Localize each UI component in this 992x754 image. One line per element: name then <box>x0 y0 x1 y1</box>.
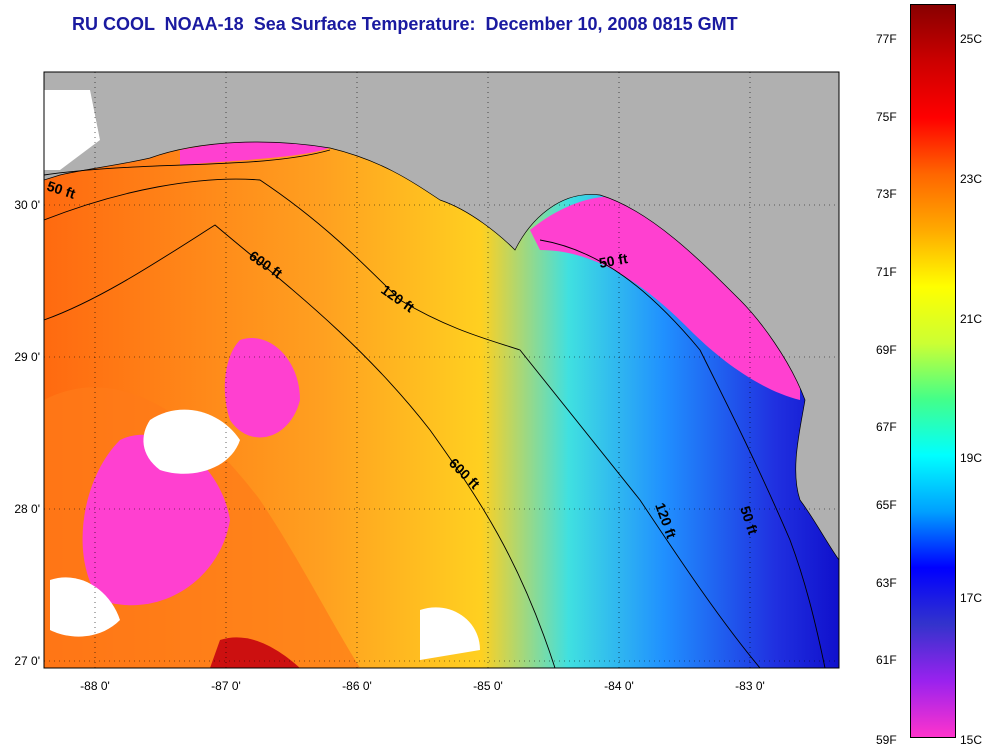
land-no-data <box>44 90 100 170</box>
plot-frame <box>43 71 840 669</box>
colorbar-f-label: 77F <box>876 31 897 46</box>
map-title: RU COOL NOAA-18 Sea Surface Temperature:… <box>72 14 738 34</box>
cold-nearshore-east <box>530 196 800 400</box>
cloud <box>143 409 240 474</box>
lat-tick-label: 30 0' <box>14 198 40 212</box>
isobath-50ft-west <box>44 149 331 176</box>
lon-tick-label: -85 0' <box>473 679 503 693</box>
lat-tick-label: 28 0' <box>14 502 40 516</box>
colorbar-c-label: 15C <box>960 733 983 747</box>
cloud <box>420 607 480 660</box>
lon-tick-label: -86 0' <box>342 679 372 693</box>
cold-nearshore-north <box>180 141 330 165</box>
isobath-50ft-east <box>539 239 826 668</box>
colorbar-f-label: 71F <box>876 264 897 279</box>
cloud-cold-patch <box>82 434 230 606</box>
colorbar-f-label: 67F <box>876 420 897 435</box>
colorbar-c-label: 19C <box>960 451 983 466</box>
axis-ticks: -88 0' -87 0' -86 0' -85 0' -84 0' -83 0' 30 0… <box>14 72 839 693</box>
lon-tick-label: -84 0' <box>604 679 634 693</box>
lon-tick-label: -88 0' <box>80 679 110 693</box>
lat-tick-label: 29 0' <box>14 350 40 364</box>
land-mass <box>44 72 839 561</box>
colorbar-f-label: 59F <box>876 733 897 747</box>
hot-spot <box>210 637 300 668</box>
cloud <box>50 577 120 637</box>
cold-patch-central <box>224 338 300 438</box>
lat-tick-label: 27 0' <box>14 654 40 668</box>
isobath-120ft <box>44 178 761 668</box>
colorbar <box>910 4 956 738</box>
colorbar-c-label: 21C <box>960 311 983 326</box>
colorbar-f-label: 75F <box>876 109 897 124</box>
lon-tick-label: -87 0' <box>211 679 241 693</box>
colorbar-c-label: 17C <box>960 591 983 606</box>
isobath-600ft <box>44 224 556 668</box>
colorbar-f-label: 63F <box>876 575 897 590</box>
colorbar-f-label: 61F <box>876 653 897 668</box>
colorbar-c-label: 23C <box>960 171 983 186</box>
contour-label: 50 ft <box>598 250 629 271</box>
colorbar-c-label: 25C <box>960 31 983 46</box>
colorbar-f-label: 73F <box>876 187 897 202</box>
lon-tick-label: -83 0' <box>735 679 765 693</box>
colorbar-f-label: 65F <box>876 497 897 512</box>
colorbar-f-label: 69F <box>876 342 897 357</box>
